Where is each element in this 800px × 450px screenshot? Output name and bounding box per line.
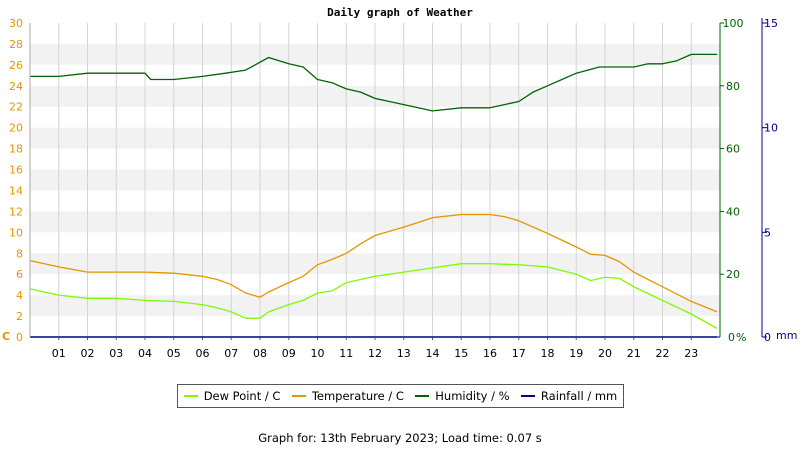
temperature-tick-label: 12 xyxy=(9,205,23,218)
x-tick-label: 07 xyxy=(224,347,238,360)
series-line-dew xyxy=(29,263,718,330)
x-tick-label: 15 xyxy=(454,347,468,360)
temperature-tick-label: 24 xyxy=(9,80,23,93)
x-tick-label: 01 xyxy=(52,347,66,360)
legend-item: Dew Point / C xyxy=(183,389,281,403)
x-tick-label: 20 xyxy=(598,347,612,360)
legend-label: Humidity / % xyxy=(435,389,510,403)
chart-title: Daily graph of Weather xyxy=(327,6,473,19)
x-tick-label: 02 xyxy=(81,347,95,360)
humidity-tick-label: 20 xyxy=(726,268,740,281)
series-line-humidity xyxy=(30,53,718,112)
rainfall-tick-label: 5 xyxy=(764,226,771,239)
humidity-tick-label: 80 xyxy=(726,80,740,93)
x-tick-label: 06 xyxy=(196,347,210,360)
axes-layer: 024681012141618202224262830C204060801000… xyxy=(2,17,797,360)
series-line-temperature xyxy=(29,213,718,313)
legend-label: Rainfall / mm xyxy=(540,389,618,403)
humidity-unit-label: % xyxy=(736,331,746,344)
x-tick-label: 09 xyxy=(282,347,296,360)
humidity-zero-label: 0 xyxy=(728,331,735,344)
x-tick-label: 17 xyxy=(512,347,526,360)
x-tick-label: 08 xyxy=(253,347,267,360)
temperature-tick-label: 4 xyxy=(16,289,23,302)
x-tick-label: 10 xyxy=(311,347,325,360)
temperature-tick-label: 2 xyxy=(16,310,23,323)
temperature-tick-label: 14 xyxy=(9,184,23,197)
x-tick-label: 19 xyxy=(569,347,583,360)
x-tick-label: 16 xyxy=(483,347,497,360)
temperature-tick-label: 0 xyxy=(16,331,23,344)
footer-info: Graph for: 13th February 2023; Load time… xyxy=(258,431,542,445)
rainfall-tick-label: 15 xyxy=(764,17,778,30)
rainfall-tick-label: 10 xyxy=(764,122,778,135)
humidity-tick-label: 40 xyxy=(726,205,740,218)
legend-item: Rainfall / mm xyxy=(520,389,618,403)
legend-swatch xyxy=(183,395,198,397)
humidity-tick-label: 100 xyxy=(723,17,744,30)
x-tick-label: 21 xyxy=(627,347,641,360)
legend: Dew Point / C Temperature / C Humidity / %… xyxy=(177,384,624,408)
temperature-unit-label: C xyxy=(2,330,10,343)
x-tick-label: 22 xyxy=(656,347,670,360)
temperature-tick-label: 16 xyxy=(9,164,23,177)
temperature-tick-label: 8 xyxy=(16,247,23,260)
temperature-tick-label: 18 xyxy=(9,143,23,156)
legend-label: Temperature / C xyxy=(311,389,404,403)
x-tick-label: 04 xyxy=(138,347,152,360)
vertical-gridlines xyxy=(58,23,692,337)
x-tick-label: 14 xyxy=(426,347,440,360)
humidity-tick-label: 60 xyxy=(726,143,740,156)
legend-label: Dew Point / C xyxy=(203,389,281,403)
temperature-tick-label: 20 xyxy=(9,122,23,135)
x-tick-label: 03 xyxy=(109,347,123,360)
temperature-tick-label: 6 xyxy=(16,268,23,281)
temperature-tick-label: 22 xyxy=(9,101,23,114)
legend-swatch xyxy=(520,395,535,397)
legend-swatch xyxy=(415,395,430,397)
rainfall-unit-label: mm xyxy=(776,329,797,342)
x-tick-label: 23 xyxy=(684,347,698,360)
legend-swatch xyxy=(291,395,306,397)
x-tick-label: 05 xyxy=(167,347,181,360)
legend-item: Humidity / % xyxy=(415,389,510,403)
temperature-tick-label: 28 xyxy=(9,38,23,51)
rainfall-zero-label: 0 xyxy=(764,331,771,344)
x-tick-label: 13 xyxy=(397,347,411,360)
temperature-tick-label: 30 xyxy=(9,17,23,30)
x-tick-label: 11 xyxy=(339,347,353,360)
legend-item: Temperature / C xyxy=(291,389,404,403)
temperature-tick-label: 10 xyxy=(9,226,23,239)
temperature-tick-label: 26 xyxy=(9,59,23,72)
x-tick-label: 18 xyxy=(541,347,555,360)
x-tick-label: 12 xyxy=(368,347,382,360)
